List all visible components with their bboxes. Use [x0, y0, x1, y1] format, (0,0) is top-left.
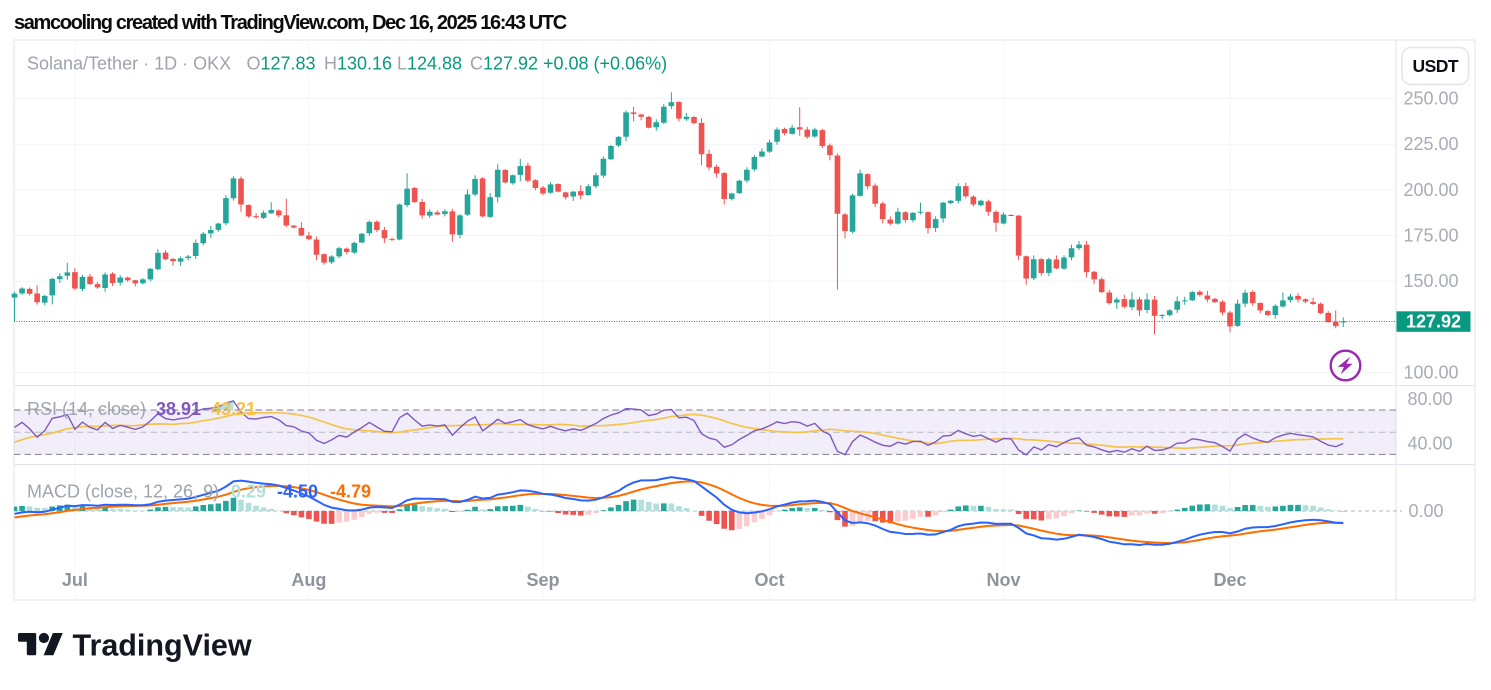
svg-text:175.00: 175.00 [1403, 226, 1458, 246]
svg-text:Jul: Jul [62, 570, 88, 590]
svg-text:TradingView: TradingView [73, 629, 252, 663]
svg-text:+0.08 (+0.06%): +0.08 (+0.06%) [543, 54, 667, 74]
svg-text:0.29: 0.29 [231, 482, 266, 502]
svg-text:100.00: 100.00 [1403, 363, 1458, 383]
svg-text:150.00: 150.00 [1403, 271, 1458, 291]
svg-text:C127.92: C127.92 [470, 54, 538, 74]
svg-text:Aug: Aug [291, 570, 326, 590]
svg-text:H130.16: H130.16 [324, 54, 392, 74]
svg-text:-4.50: -4.50 [277, 482, 318, 502]
svg-text:Solana/Tether · 1D · OKX: Solana/Tether · 1D · OKX [27, 54, 231, 74]
svg-text:250.00: 250.00 [1403, 89, 1458, 109]
svg-text:Dec: Dec [1213, 570, 1246, 590]
svg-text:0.00: 0.00 [1408, 501, 1443, 521]
svg-text:Nov: Nov [986, 570, 1020, 590]
svg-text:80.00: 80.00 [1407, 389, 1452, 409]
svg-text:38.91: 38.91 [156, 399, 201, 419]
svg-text:O127.83: O127.83 [247, 54, 316, 74]
svg-text:225.00: 225.00 [1403, 134, 1458, 154]
svg-text:200.00: 200.00 [1403, 180, 1458, 200]
svg-text:MACD (close, 12, 26, 9): MACD (close, 12, 26, 9) [27, 482, 219, 502]
svg-text:L124.88: L124.88 [397, 54, 462, 74]
svg-text:43.21: 43.21 [211, 399, 256, 419]
svg-text:USDT: USDT [1412, 56, 1458, 76]
svg-text:Oct: Oct [754, 570, 784, 590]
svg-text:127.92: 127.92 [1406, 312, 1461, 332]
svg-text:Sep: Sep [526, 570, 559, 590]
svg-text:40.00: 40.00 [1407, 433, 1452, 453]
svg-text:samcooling created with Tradin: samcooling created with TradingView.com,… [14, 12, 567, 34]
svg-text:-4.79: -4.79 [330, 482, 371, 502]
svg-text:RSI (14, close): RSI (14, close) [27, 399, 146, 419]
